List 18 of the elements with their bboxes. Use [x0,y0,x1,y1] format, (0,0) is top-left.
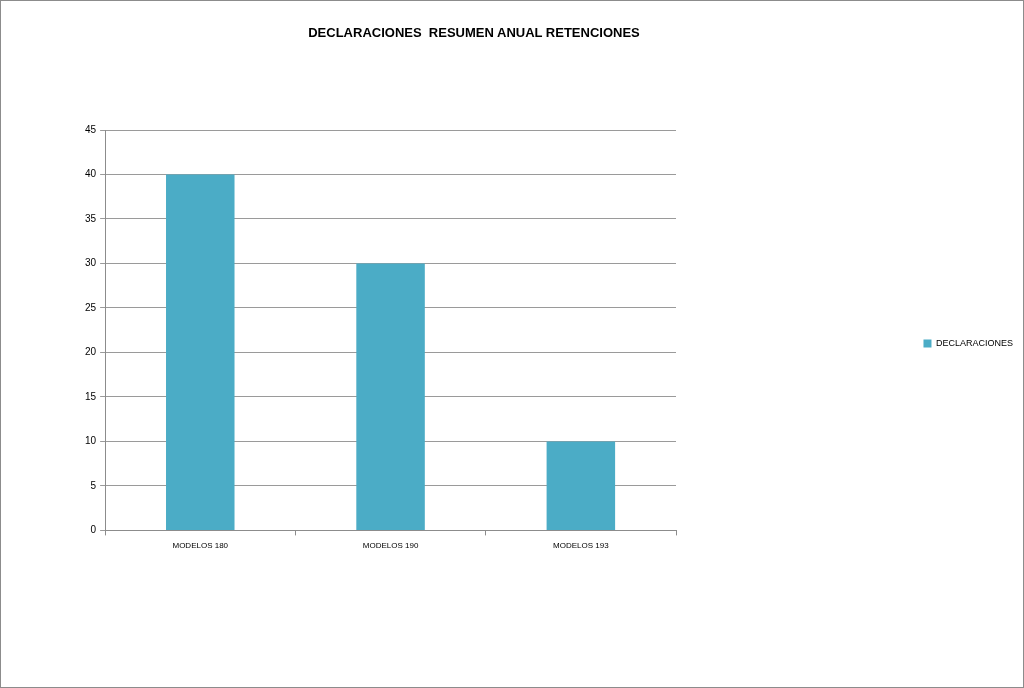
x-tick-label: MODELOS 180 [172,541,229,551]
y-tick-label: 45 [85,123,97,135]
bar [546,441,616,530]
bar [356,263,425,530]
y-tick-label: 20 [85,346,97,358]
y-tick-label: 15 [85,390,97,402]
chart-title: DECLARACIONES RESUMEN ANUAL RETENCIONES [307,25,641,40]
y-tick-label: 25 [85,301,97,313]
x-tick-label: MODELOS 193 [553,541,610,551]
y-tick-label: 30 [85,257,97,269]
y-tick-label: 5 [90,479,97,491]
bar [166,174,235,530]
y-tick-label: 10 [85,435,97,447]
y-tick-label: 40 [85,168,97,180]
x-tick-label: MODELOS 190 [362,541,419,551]
y-tick-label: 0 [90,524,97,536]
y-tick-label: 35 [85,212,97,224]
legend-label: DECLARACIONES [935,337,1014,348]
